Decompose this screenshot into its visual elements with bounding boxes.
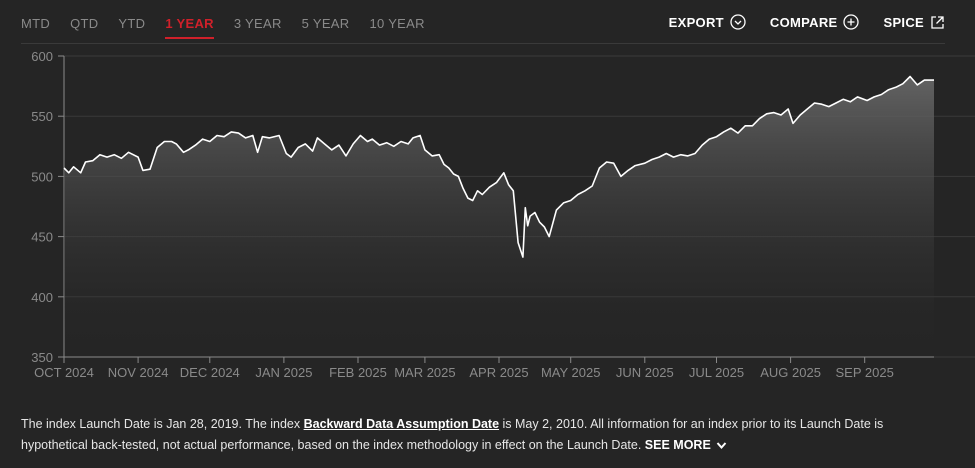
disclaimer-text-start: The index Launch Date is Jan 28, 2019. T… [21, 417, 304, 431]
y-tick-label: 400 [31, 290, 53, 305]
x-tick-label: JUL 2025 [689, 365, 744, 380]
y-tick-label: 450 [31, 230, 53, 245]
export-button[interactable]: EXPORT [669, 14, 746, 30]
external-link-icon [930, 15, 945, 30]
x-tick-label: DEC 2024 [180, 365, 240, 380]
x-tick-label: MAY 2025 [541, 365, 601, 380]
x-tick-label: APR 2025 [469, 365, 528, 380]
see-more-label: SEE MORE [644, 438, 711, 452]
chart-actions: EXPORT COMPARE SPICE [645, 14, 945, 30]
y-tick-label: 500 [31, 169, 53, 184]
spice-button[interactable]: SPICE [883, 15, 945, 30]
x-tick-label: JUN 2025 [616, 365, 674, 380]
y-axis: 350 400 450 500 550 600 [31, 49, 65, 365]
compare-button[interactable]: COMPARE [770, 14, 860, 30]
header-divider [21, 43, 945, 44]
chevron-down-icon [717, 442, 727, 450]
tab-1-year[interactable]: 1 YEAR [165, 16, 214, 39]
x-tick-label: MAR 2025 [394, 365, 455, 380]
index-disclaimer: The index Launch Date is Jan 28, 2019. T… [21, 414, 951, 456]
tab-ytd[interactable]: YTD [118, 16, 146, 31]
tab-mtd[interactable]: MTD [21, 16, 51, 31]
chevron-down-icon [730, 14, 746, 30]
x-axis: OCT 2024 NOV 2024 DEC 2024 JAN 2025 FEB 2025… [34, 356, 934, 380]
plus-icon [843, 14, 860, 30]
x-tick-label: FEB 2025 [329, 365, 387, 380]
y-tick-label: 550 [31, 109, 53, 124]
y-tick-label: 600 [31, 49, 53, 64]
see-more-button[interactable]: SEE MORE [645, 438, 727, 452]
series-area [64, 76, 934, 357]
disclaimer-text-end: is May 2, 2010. All information for an i… [21, 417, 884, 452]
tab-qtd[interactable]: QTD [70, 16, 99, 31]
period-tabs: MTD QTD YTD 1 YEAR 3 YEAR 5 YEAR 10 YEAR [21, 16, 445, 39]
tab-3-year[interactable]: 3 YEAR [233, 16, 282, 31]
y-tick-label: 350 [31, 350, 53, 365]
export-label: EXPORT [668, 14, 724, 30]
tab-5-year[interactable]: 5 YEAR [301, 16, 350, 31]
spice-label: SPICE [883, 14, 924, 30]
index-level-chart[interactable]: 350 400 450 500 550 600 OCT 2024 NOV 2024 DEC 2… [0, 44, 975, 384]
x-tick-label: NOV 2024 [108, 365, 169, 380]
x-tick-label: OCT 2024 [34, 365, 94, 380]
series-line [63, 75, 934, 258]
x-tick-label: AUG 2025 [760, 365, 821, 380]
x-tick-label: JAN 2025 [255, 365, 312, 380]
backward-data-assumption-link[interactable]: Backward Data Assumption Date [303, 417, 500, 431]
tab-10-year[interactable]: 10 YEAR [369, 16, 425, 31]
x-tick-label: SEP 2025 [836, 365, 894, 380]
compare-label: COMPARE [769, 14, 838, 30]
